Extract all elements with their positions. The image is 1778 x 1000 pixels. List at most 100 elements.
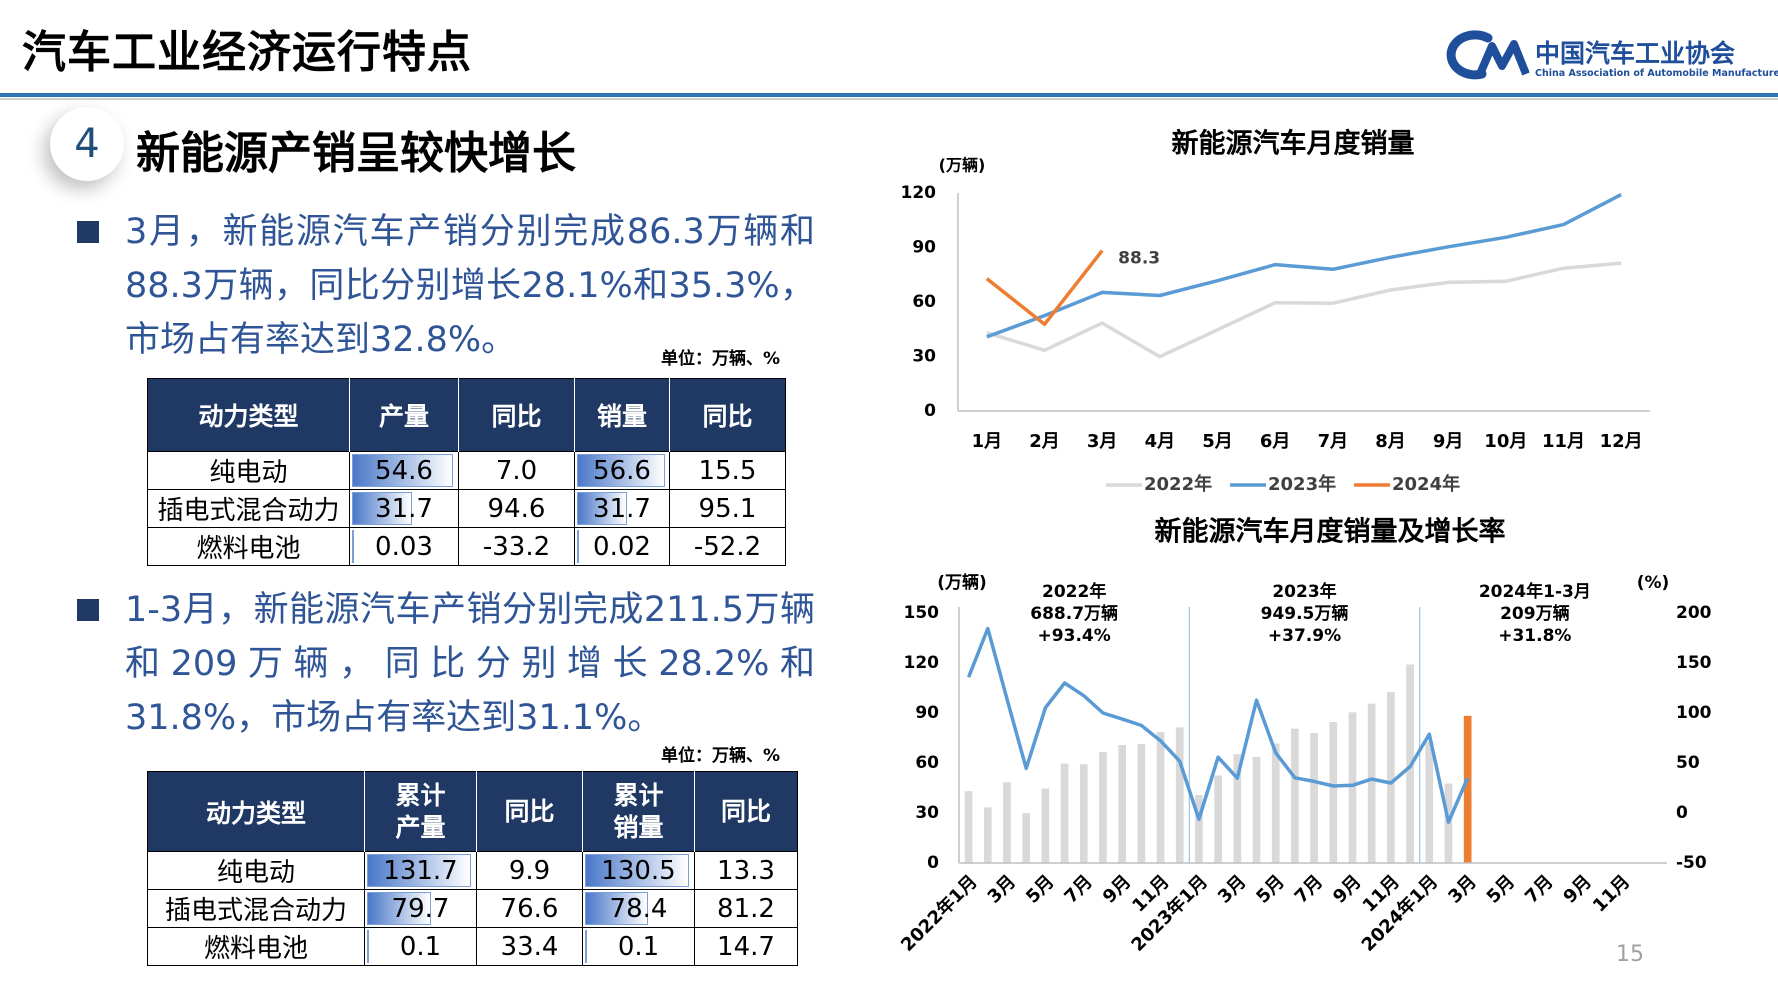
cell-text: 54.6 bbox=[375, 455, 433, 486]
header-cell: 动力类型 bbox=[147, 771, 365, 852]
x-tick-label: 5月 bbox=[1022, 871, 1058, 907]
x-tick-label: 5月 bbox=[1252, 871, 1288, 907]
table-cell: 131.7 bbox=[364, 851, 477, 890]
cell-text: 56.6 bbox=[593, 455, 651, 486]
bar bbox=[964, 791, 973, 863]
cell-text: 13.3 bbox=[717, 855, 775, 886]
unit-label: 单位：万辆、% bbox=[661, 349, 781, 369]
annotation: 209万辆 bbox=[1500, 603, 1570, 624]
y2-tick-label: 200 bbox=[1676, 603, 1712, 623]
header-text: 累计销量 bbox=[613, 781, 664, 842]
line-series bbox=[985, 249, 1104, 327]
cell-text: 95.1 bbox=[698, 493, 757, 524]
bar bbox=[1137, 744, 1146, 863]
annotation: 2023年 bbox=[1272, 581, 1336, 602]
legend-label: 2023年 bbox=[1268, 473, 1336, 495]
cell-text: 0.03 bbox=[375, 531, 433, 562]
y-tick-label: 120 bbox=[901, 183, 937, 203]
header-text: 动力类型 bbox=[198, 402, 299, 431]
x-tick-label: 5月 bbox=[1202, 431, 1233, 452]
data-bar bbox=[367, 892, 431, 925]
cell-text: 31.7 bbox=[375, 493, 433, 524]
logo-mark bbox=[1446, 30, 1530, 80]
cell-text: 15.5 bbox=[698, 455, 757, 486]
table-cell: 54.6 bbox=[349, 451, 459, 490]
y-tick-label: 30 bbox=[912, 347, 936, 367]
legend-label: 2022年 bbox=[1144, 473, 1212, 495]
y-tick-label: 30 bbox=[915, 803, 939, 823]
bar bbox=[1348, 712, 1357, 863]
cell-text: 燃料电池 bbox=[196, 534, 301, 564]
table-cell: 95.1 bbox=[669, 489, 786, 528]
x-tick-label: 7月 bbox=[1318, 431, 1349, 452]
y-tick-label: 90 bbox=[915, 703, 939, 723]
bar bbox=[1463, 715, 1472, 863]
table-cell: -52.2 bbox=[669, 527, 786, 566]
x-tick-label: 3月 bbox=[1444, 871, 1480, 907]
bar bbox=[1387, 692, 1395, 863]
data-bar bbox=[577, 454, 666, 487]
table-cell: 燃料电池 bbox=[147, 927, 365, 966]
x-tick-label: 9月 bbox=[1433, 431, 1464, 452]
header-cell: 同比 bbox=[694, 771, 798, 852]
table-cell: 76.6 bbox=[476, 889, 583, 928]
x-tick-label: 11月 bbox=[1589, 871, 1634, 916]
cell-text: 33.4 bbox=[500, 931, 559, 962]
x-tick-label: 10月 bbox=[1484, 431, 1527, 452]
y2-tick-label: 0 bbox=[1676, 803, 1688, 823]
x-tick-label: 2022年1月 bbox=[896, 871, 981, 956]
table-cell: 33.4 bbox=[476, 927, 583, 966]
data-bar bbox=[352, 530, 355, 563]
header-text: 销量 bbox=[596, 402, 647, 431]
table-cell: 插电式混合动力 bbox=[147, 489, 350, 528]
chart-title: 新能源汽车月度销量 bbox=[1172, 128, 1415, 160]
x-tick-label: 11月 bbox=[1542, 431, 1585, 452]
bar bbox=[1099, 752, 1107, 863]
table-cell: 纯电动 bbox=[147, 851, 365, 890]
cell-text: 130.5 bbox=[601, 855, 676, 886]
data-bar bbox=[352, 492, 412, 525]
table-body: 纯电动 54.6 7.0 56.6 15.5 插电式混合动力 31.7 94.6 31.7 95.… bbox=[147, 451, 786, 566]
annotation: 2024年1-3月 bbox=[1479, 581, 1591, 602]
bar bbox=[1195, 795, 1203, 863]
data-bar bbox=[585, 854, 690, 887]
bar bbox=[1156, 732, 1165, 863]
x-tick-label: 5月 bbox=[1483, 871, 1519, 907]
y-axis-label: (万辆) bbox=[937, 572, 987, 593]
data-label: 88.3 bbox=[1118, 249, 1160, 269]
header-cell: 累计销量 bbox=[582, 771, 695, 852]
x-tick-label: 3月 bbox=[1214, 871, 1250, 907]
cell-text: 0.1 bbox=[617, 931, 660, 962]
cell-text: -33.2 bbox=[482, 531, 551, 562]
x-tick-label: 4月 bbox=[1145, 431, 1176, 452]
x-tick-label: 7月 bbox=[1521, 871, 1557, 907]
slide-title: 汽车工业经济运行特点 bbox=[22, 27, 472, 78]
table-row: 燃料电池 0.03 -33.2 0.02 -52.2 bbox=[147, 527, 786, 566]
annotation: +93.4% bbox=[1038, 626, 1111, 646]
bullet-marker bbox=[77, 599, 99, 621]
header-text: 同比 bbox=[720, 796, 771, 826]
bar bbox=[1310, 733, 1318, 863]
chart-title: 新能源汽车月度销量及增长率 bbox=[1155, 516, 1506, 548]
cell-text: 78.4 bbox=[609, 893, 668, 924]
line-series bbox=[986, 193, 1623, 339]
cell-text: 插电式混合动力 bbox=[164, 896, 347, 926]
bar bbox=[1022, 813, 1031, 863]
logo-text: 中国汽车工业协会 bbox=[1535, 39, 1736, 68]
line-series bbox=[986, 261, 1622, 359]
header-text: 同比 bbox=[491, 402, 542, 431]
bar bbox=[1175, 727, 1184, 863]
table-cell: 14.7 bbox=[694, 927, 798, 966]
bar bbox=[1079, 764, 1088, 863]
bar bbox=[1214, 775, 1222, 863]
annotation: +37.9% bbox=[1268, 626, 1341, 646]
bullet-text: 3月，新能源汽车产销分别完成86.3万辆和88.3万辆，同比分别增长28.1%和… bbox=[125, 212, 815, 360]
table-row: 燃料电池 0.1 33.4 0.1 14.7 bbox=[147, 927, 798, 966]
annotation: 2022年 bbox=[1042, 581, 1106, 602]
x-tick-label: 1月 bbox=[972, 431, 1003, 452]
header-cell: 产量 bbox=[349, 378, 459, 452]
cell-text: 7.0 bbox=[495, 455, 538, 486]
table-cell: -33.2 bbox=[458, 527, 575, 566]
bullet-text: 1-3月，新能源汽车产销分别完成211.5万辆和209万辆，同比分别增长28.2… bbox=[125, 590, 815, 738]
section-title: 新能源产销呈较快增长 bbox=[136, 128, 576, 179]
